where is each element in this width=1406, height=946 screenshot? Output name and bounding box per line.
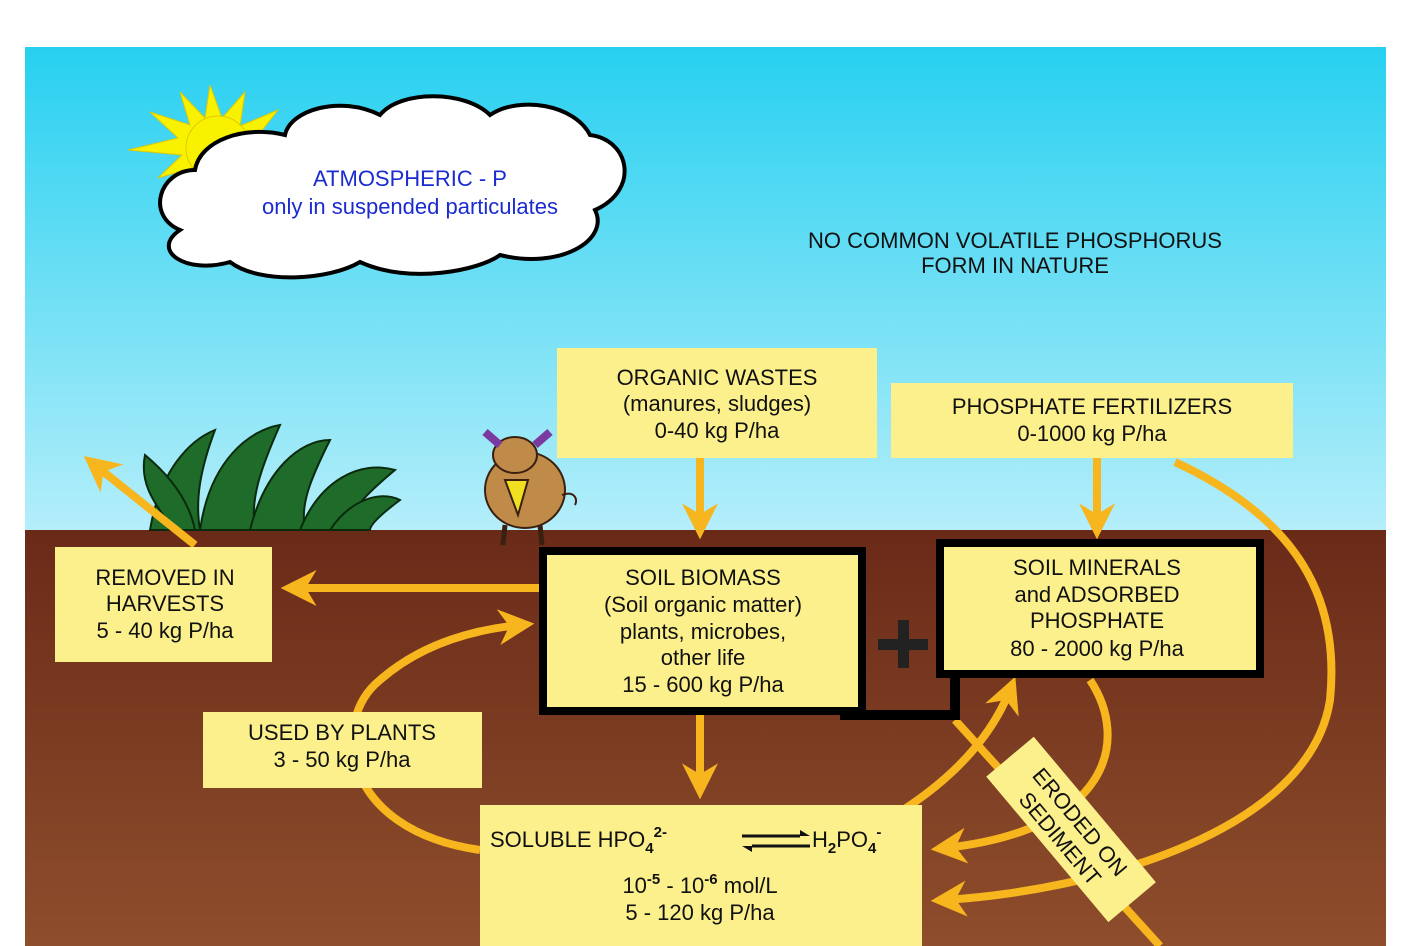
box-line: other life	[661, 645, 745, 670]
box-line: ORGANIC WASTES	[617, 365, 818, 390]
conc-part: - 10	[660, 873, 704, 898]
note-line: NO COMMON VOLATILE PHOSPHORUS	[808, 228, 1222, 253]
atmosphere-line: ATMOSPHERIC - P	[313, 166, 507, 191]
box-line: REMOVED IN	[95, 565, 234, 590]
box-line: 80 - 2000 kg P/ha	[1010, 636, 1184, 661]
box-line: PHOSPHATE	[1030, 608, 1164, 633]
box-line: SOIL MINERALS	[1013, 555, 1181, 580]
box-line: (Soil organic matter)	[604, 592, 802, 617]
box-line: 0-40 kg P/ha	[655, 418, 781, 443]
conc-sup: -5	[647, 871, 660, 888]
formula-part: SOLUBLE HPO	[490, 827, 645, 852]
formula-sub: 4	[645, 840, 654, 857]
box-line: 15 - 600 kg P/ha	[622, 672, 784, 697]
box-line: 0-1000 kg P/ha	[1017, 421, 1167, 446]
amount: 5 - 120 kg P/ha	[625, 900, 775, 925]
formula-part: H	[812, 827, 828, 852]
note-line: FORM IN NATURE	[921, 253, 1109, 278]
conc-sup: -6	[704, 871, 717, 888]
box-line: 3 - 50 kg P/ha	[274, 747, 412, 772]
atmosphere-line: only in suspended particulates	[262, 194, 558, 219]
formula-sup: 2-	[654, 824, 667, 841]
formula-sup: -	[876, 824, 881, 841]
box-line: PHOSPHATE FERTILIZERS	[952, 394, 1232, 419]
page: Phosphorus cycle { "atmosphere": {"lines…	[0, 0, 1406, 946]
formula-sub: 2	[828, 840, 836, 857]
box-line: and ADSORBED	[1014, 582, 1179, 607]
body: ATMOSPHERIC - P only in suspended partic…	[0, 0, 1406, 946]
box-line: (manures, sludges)	[623, 391, 811, 416]
box-line: USED BY PLANTS	[248, 720, 436, 745]
formula-part: PO	[836, 827, 868, 852]
box-line: HARVESTS	[106, 591, 224, 616]
box-line: plants, microbes,	[620, 619, 786, 644]
box-line: SOIL BIOMASS	[625, 565, 781, 590]
diagram: ATMOSPHERIC - P only in suspended partic…	[0, 0, 1406, 946]
formula-sub: 4	[868, 840, 877, 857]
conc-part: mol/L	[718, 873, 778, 898]
conc-part: 10	[622, 873, 646, 898]
concentration: 10-5 - 10-6 mol/L	[622, 871, 777, 898]
box-line: 5 - 40 kg P/ha	[97, 618, 235, 643]
